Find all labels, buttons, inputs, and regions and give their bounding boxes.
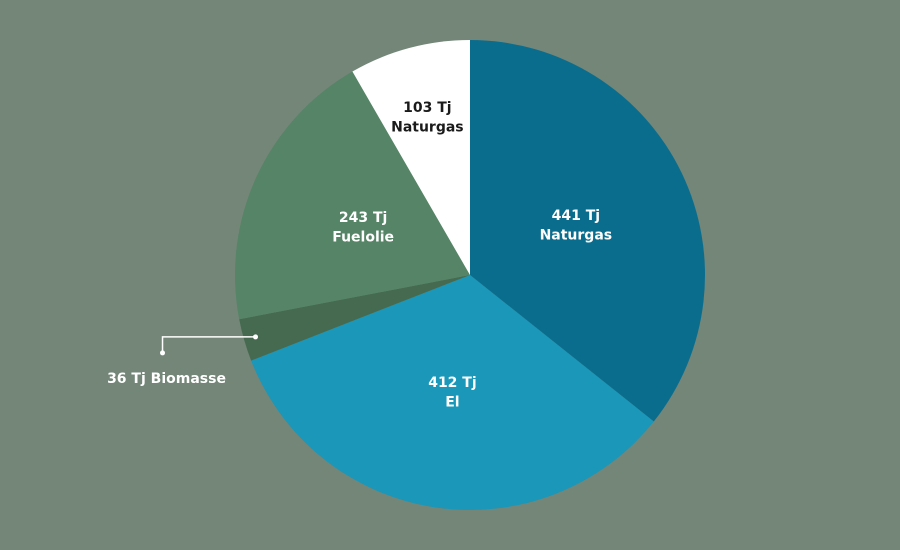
category-label: Naturgas — [391, 120, 464, 136]
category-label: El — [445, 395, 459, 411]
value-label: 441 Tj — [552, 208, 600, 224]
pie-slice — [470, 40, 705, 422]
pie-slice — [234, 71, 470, 320]
value-label: 243 Tj — [339, 210, 387, 226]
category-label: Biomasse — [151, 371, 226, 387]
value-label: 103 Tj — [403, 100, 451, 116]
leader-dot — [160, 350, 166, 356]
data-label: 243 Tj Fuelolie — [332, 210, 394, 246]
data-label: 412 Tj El — [428, 375, 476, 411]
category-label: Fuelolie — [332, 230, 394, 246]
value-label: 412 Tj — [428, 375, 476, 391]
data-label: 441 Tj Naturgas — [540, 208, 613, 244]
value-label: 36 Tj — [107, 371, 146, 387]
pie-slice — [251, 275, 654, 510]
leader-dot — [253, 334, 259, 340]
leader-line — [161, 336, 256, 353]
category-label: Naturgas — [540, 227, 613, 243]
pie-slice — [239, 275, 470, 361]
data-label: 103 Tj Naturgas — [391, 100, 464, 136]
pie-slice — [352, 40, 470, 275]
data-label: 36 Tj Biomasse — [107, 371, 226, 387]
